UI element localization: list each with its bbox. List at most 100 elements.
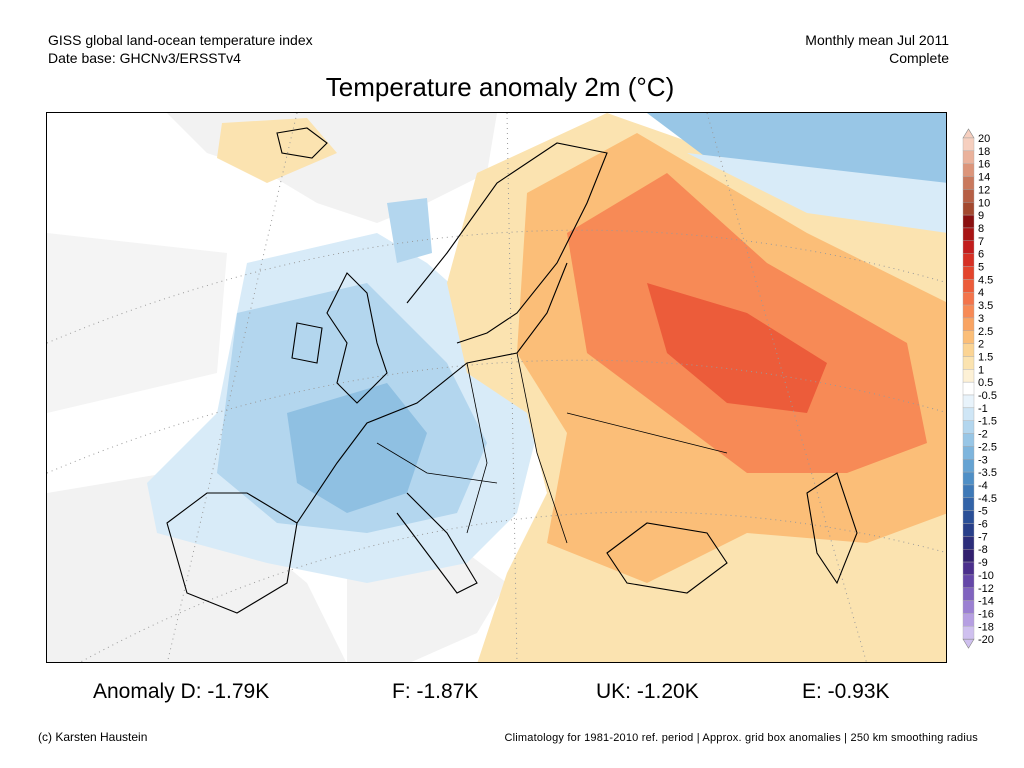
colorbar-box bbox=[962, 343, 975, 357]
colorbar-top-arrow bbox=[962, 128, 975, 139]
colorbar-tick-label: 4.5 bbox=[978, 274, 993, 286]
map-title: Temperature anomaly 2m (°C) bbox=[325, 72, 675, 102]
copyright-credit: (c) Karsten Haustein bbox=[38, 730, 148, 744]
colorbar-box bbox=[962, 266, 975, 280]
colorbar-box bbox=[962, 484, 975, 499]
colorbar-box bbox=[962, 420, 975, 434]
colorbar-box bbox=[962, 549, 975, 563]
colorbar-tick-label: -4.5 bbox=[978, 493, 997, 505]
colorbar-tick-label: -1.5 bbox=[978, 416, 997, 428]
warm-peak-area bbox=[647, 283, 827, 413]
colorbar-box bbox=[962, 510, 975, 524]
colorbar-tick-label: -7 bbox=[978, 531, 988, 543]
arctic-light-area bbox=[687, 153, 946, 233]
colorbar-tick-label: -1 bbox=[978, 403, 988, 415]
longitude-line-20 bbox=[506, 113, 518, 662]
colorbar-box bbox=[962, 587, 975, 601]
warm-greenland-area bbox=[217, 118, 337, 183]
colorbar-tick-label: -0.5 bbox=[978, 390, 997, 402]
colorbar-tick-label: -16 bbox=[978, 608, 994, 620]
latitude-line-60 bbox=[47, 359, 946, 474]
colorbar-box bbox=[962, 369, 975, 383]
colorbar-tick-label: -2 bbox=[978, 429, 988, 441]
period-label: Monthly mean Jul 2011 bbox=[805, 32, 949, 48]
coast-black-sea bbox=[606, 522, 728, 594]
colorbar-tick-label: -6 bbox=[978, 519, 988, 531]
colorbar-box bbox=[962, 176, 975, 190]
colorbar-tick-label: 1.5 bbox=[978, 351, 993, 363]
colorbar-box bbox=[962, 613, 975, 627]
colorbar-box bbox=[962, 189, 975, 203]
coast-scandinavia bbox=[406, 142, 608, 344]
longitude-line-40 bbox=[706, 113, 867, 662]
colorbar-tick-label: 5 bbox=[978, 262, 984, 274]
coastlines bbox=[166, 127, 858, 614]
colorbar-box bbox=[962, 291, 975, 306]
colorbar-tick-label: 18 bbox=[978, 146, 990, 158]
colorbar-box bbox=[962, 497, 975, 511]
colorbar-box bbox=[962, 240, 975, 254]
graticule bbox=[47, 113, 946, 662]
map-canvas bbox=[47, 113, 946, 662]
colorbar-tick-label: 3.5 bbox=[978, 300, 993, 312]
colorbar-box bbox=[962, 304, 975, 319]
colorbar-box bbox=[962, 202, 975, 216]
no-data-west bbox=[47, 233, 227, 413]
cool-iceland-area bbox=[387, 198, 432, 263]
colorbar-tick-label: 20 bbox=[978, 133, 990, 145]
colorbar-tick-label: -14 bbox=[978, 596, 994, 608]
colorbar-box bbox=[962, 279, 975, 293]
colorbar-tick-label: -8 bbox=[978, 544, 988, 556]
coast-iceland bbox=[276, 127, 328, 159]
coast-iberia bbox=[166, 492, 298, 614]
colorbar-tick-label: 8 bbox=[978, 223, 984, 235]
climatology-note: Climatology for 1981-2010 ref. period | … bbox=[504, 732, 978, 744]
colorbar-tick-label: -2.5 bbox=[978, 441, 997, 453]
colorbar-tick-label: 9 bbox=[978, 210, 984, 222]
colorbar-box bbox=[962, 394, 975, 409]
colorbar-box bbox=[962, 137, 975, 152]
warm-anomaly-region bbox=[217, 113, 946, 662]
colorbar-tick-label: 4 bbox=[978, 287, 984, 299]
colorbar-labels: 201816141210987654.543.532.521.510.5-0.5… bbox=[978, 133, 997, 646]
colorbar-tick-label: 2.5 bbox=[978, 326, 993, 338]
border-lines bbox=[376, 352, 728, 544]
colorbar-box bbox=[962, 536, 975, 550]
colorbar-bottom-arrow bbox=[962, 638, 975, 649]
anomaly-spain: E: -0.93K bbox=[802, 680, 890, 703]
colorbar-box bbox=[962, 459, 975, 473]
colorbar-box bbox=[962, 150, 975, 164]
completeness-label: Complete bbox=[889, 50, 949, 66]
colorbar-tick-label: 1 bbox=[978, 364, 984, 376]
colorbar-tick-label: -12 bbox=[978, 583, 994, 595]
colorbar-box bbox=[962, 330, 975, 344]
latitude-line-70 bbox=[47, 229, 946, 344]
anomaly-germany: Anomaly D: -1.79K bbox=[93, 680, 270, 703]
colorbar-boxes bbox=[962, 128, 975, 649]
colorbar-box bbox=[962, 561, 975, 576]
colorbar-tick-label: -4 bbox=[978, 480, 988, 492]
colorbar-tick-label: -3 bbox=[978, 454, 988, 466]
no-data-north-atlantic bbox=[167, 113, 497, 223]
colorbar-tick-label: -9 bbox=[978, 557, 988, 569]
colorbar-tick-label: -18 bbox=[978, 621, 994, 633]
colorbar-box bbox=[962, 227, 975, 241]
coast-mainland bbox=[296, 262, 568, 524]
cool-anomaly-region bbox=[147, 198, 537, 583]
coast-ireland bbox=[291, 322, 323, 364]
colorbar-tick-label: 10 bbox=[978, 197, 990, 209]
colorbar-tick-label: 12 bbox=[978, 184, 990, 196]
no-data-south-atlantic bbox=[47, 473, 347, 662]
colorbar-box bbox=[962, 163, 975, 177]
colorbar-tick-label: 3 bbox=[978, 313, 984, 325]
colorbar-tick-label: 7 bbox=[978, 236, 984, 248]
colorbar-tick-label: -5 bbox=[978, 506, 988, 518]
colorbar-tick-label: 0.5 bbox=[978, 377, 993, 389]
colorbar-tick-label: 2 bbox=[978, 339, 984, 351]
anomaly-map bbox=[46, 112, 947, 663]
colorbar-tick-label: -20 bbox=[978, 634, 994, 646]
colorbar-tick-label: -3.5 bbox=[978, 467, 997, 479]
colorbar-box bbox=[962, 433, 975, 447]
colorbar-box bbox=[962, 600, 975, 614]
coast-britain bbox=[326, 272, 388, 404]
